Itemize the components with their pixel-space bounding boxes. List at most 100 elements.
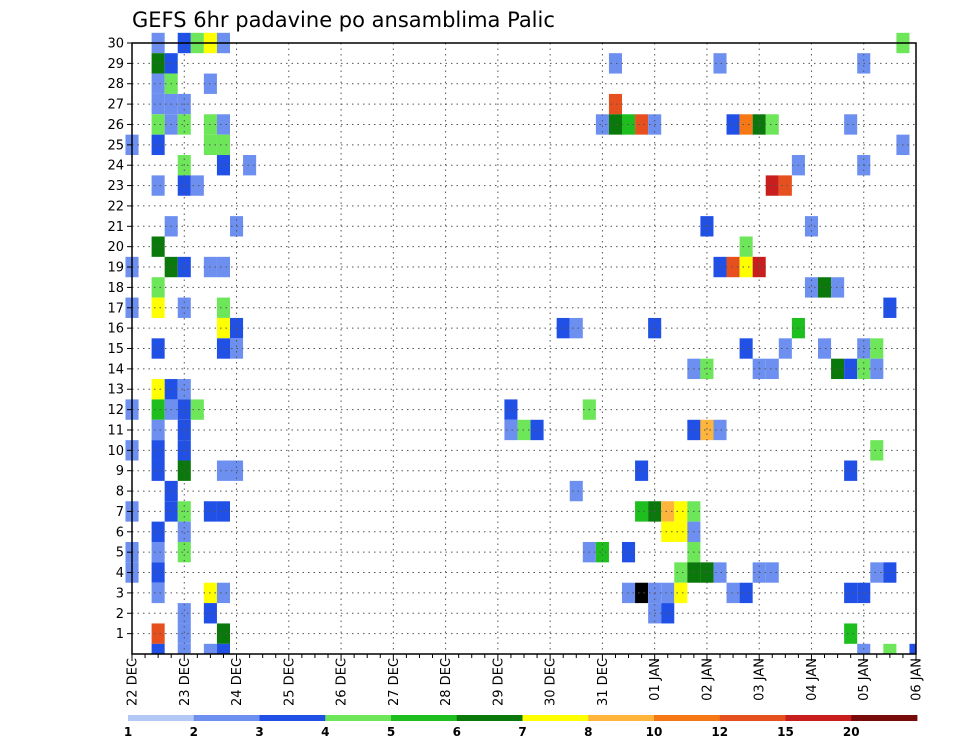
y-tick-label: 20 — [107, 240, 124, 255]
heatmap-cell — [151, 338, 165, 359]
heatmap-cell — [595, 114, 609, 135]
heatmap-cell — [177, 541, 191, 563]
colorbar-level-label: 20 — [843, 725, 860, 739]
y-tick-label: 16 — [107, 322, 124, 337]
heatmap-cell — [635, 114, 649, 135]
heatmap-cell — [700, 216, 714, 237]
heatmap-cell — [909, 643, 916, 654]
heatmap-cell — [151, 134, 165, 156]
heatmap-cell — [674, 521, 688, 542]
y-tick-label: 18 — [107, 281, 124, 296]
heatmap-cell — [844, 460, 858, 481]
y-tick-label: 30 — [107, 37, 124, 52]
heatmap-cell — [713, 256, 727, 278]
heatmap-cell — [530, 419, 544, 441]
heatmap-cell — [151, 297, 165, 318]
y-tick-label: 10 — [107, 444, 124, 459]
y-tick-label: 22 — [107, 199, 124, 214]
colorbar-swatch — [456, 715, 523, 721]
heatmap-cell — [661, 501, 675, 522]
heatmap-cell — [177, 114, 191, 135]
y-tick-label: 25 — [107, 138, 124, 153]
heatmap-cell — [216, 317, 230, 339]
heatmap-cell — [504, 399, 518, 420]
heatmap-cell — [216, 134, 230, 156]
y-tick-label: 3 — [116, 586, 124, 601]
heatmap-cell — [870, 562, 884, 583]
heatmap-cell — [216, 643, 230, 654]
y-tick-label: 23 — [107, 179, 124, 194]
heatmap-cell — [608, 93, 622, 115]
y-tick-label: 27 — [107, 98, 124, 113]
x-tick-label: 30 DEC — [544, 658, 559, 706]
heatmap-cell — [151, 175, 165, 196]
colorbar-level-label: 5 — [387, 725, 395, 739]
x-tick-label: 24 DEC — [230, 658, 245, 706]
colorbar-swatch — [128, 715, 195, 721]
colorbar-swatch — [391, 715, 458, 721]
y-tick-label: 26 — [107, 118, 124, 133]
heatmap-cell — [635, 460, 649, 481]
heatmap-cell — [700, 562, 714, 583]
heatmap-cell — [216, 155, 230, 176]
plot-frame — [131, 42, 917, 655]
heatmap-cell — [151, 73, 165, 94]
x-axis-ticks: 22 DEC 23 DEC 24 DEC 25 DEC 26 DEC 27 DEC 28 D… — [126, 654, 925, 706]
heatmap-cell — [151, 277, 165, 298]
colorbar-level-label: 6 — [453, 725, 461, 739]
heatmap-cell — [151, 379, 165, 400]
heatmap-cell — [151, 236, 165, 257]
heatmap-cell — [177, 379, 191, 400]
heatmap-cell — [151, 521, 165, 542]
heatmap-cell — [661, 582, 675, 604]
heatmap-cell — [818, 277, 832, 298]
heatmap-cell — [216, 582, 230, 604]
x-tick-label: 02 JAN — [700, 658, 715, 701]
heatmap-cell — [831, 358, 845, 380]
heatmap-cell — [569, 480, 583, 502]
y-tick-label: 17 — [107, 301, 124, 316]
x-tick-label: 29 DEC — [491, 658, 506, 706]
y-tick-label: 11 — [107, 423, 124, 438]
colorbar-level-label: 4 — [321, 725, 329, 739]
heatmap-cell — [177, 623, 191, 644]
colorbar-swatch — [522, 715, 589, 721]
heatmap-cell — [203, 643, 217, 654]
x-tick-label: 28 DEC — [439, 658, 454, 706]
heatmap-cell — [151, 53, 165, 74]
heatmap-cell — [190, 175, 204, 196]
heatmap-cell — [216, 114, 230, 135]
heatmap-cells — [125, 32, 916, 654]
heatmap-cell — [870, 358, 884, 380]
heatmap-cell — [569, 317, 583, 339]
heatmap-cell — [831, 277, 845, 298]
heatmap-cell — [883, 297, 897, 318]
y-tick-label: 14 — [107, 362, 124, 377]
heatmap-cell — [622, 114, 636, 135]
x-tick-label: 06 JAN — [910, 658, 925, 701]
x-tick-label: 22 DEC — [126, 658, 141, 706]
heatmap-cell — [739, 338, 753, 359]
y-tick-label: 21 — [107, 220, 124, 235]
x-tick-label: 25 DEC — [282, 658, 297, 706]
colorbar: 1 2 3 4 5 6 7 8 10 12 15 20 — [124, 715, 918, 739]
y-tick-label: 19 — [107, 261, 124, 276]
colorbar-swatch — [325, 715, 392, 721]
colorbar-level-label: 3 — [255, 725, 263, 739]
colorbar-swatch — [851, 715, 918, 721]
colorbar-level-label: 8 — [584, 725, 592, 739]
heatmap-cell — [844, 358, 858, 380]
heatmap-cell — [517, 419, 531, 441]
heatmap-cell — [504, 419, 518, 441]
heatmap-cell — [844, 582, 858, 604]
y-tick-label: 4 — [116, 566, 124, 581]
heatmap-cell — [151, 440, 165, 461]
heatmap-cell — [726, 582, 740, 604]
heatmap-cell — [216, 623, 230, 644]
colorbar-level-label: 2 — [190, 725, 198, 739]
heatmap-cell — [243, 155, 257, 176]
y-tick-label: 28 — [107, 77, 124, 92]
y-tick-label: 24 — [107, 159, 124, 174]
heatmap-cell — [151, 460, 165, 481]
